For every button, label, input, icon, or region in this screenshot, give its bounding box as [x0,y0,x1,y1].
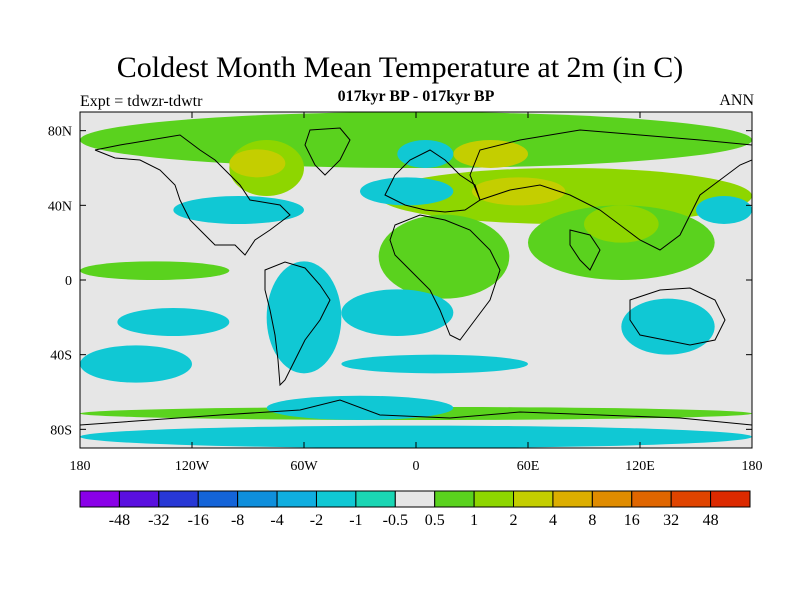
temperature-region [229,149,286,178]
temperature-region [80,345,192,383]
temperature-region [80,261,230,280]
colorbar-label: 8 [588,512,596,529]
temperature-region [453,140,528,168]
map-subtitle: 017kyr BP - 017kyr BP [337,88,495,105]
page-title: Coldest Month Mean Temperature at 2m (in… [116,51,684,84]
temperature-region [341,289,454,336]
temperature-region [472,177,566,206]
colorbar-box [591,490,633,508]
colorbar-label: -8 [231,512,244,529]
colorbar-box [79,490,120,508]
colorbar-boxes [79,490,751,508]
colorbar-label: -2 [310,512,323,529]
colorbar-label: 2 [510,512,518,529]
coastline-antarctica [80,399,752,426]
colorbar-box [473,490,515,508]
axis-ticks: 180 120W 60W 0 60E 120E 180 80N 40N 0 40S 80S [48,112,763,474]
temperature-region [341,354,528,374]
colorbar-box [631,490,672,508]
colorbar-box [552,490,593,508]
colorbar-box [434,490,475,508]
y-tick-label: 80N [48,125,72,140]
colorbar-box [315,490,357,508]
colorbar-box [670,490,712,508]
colorbar-label: 0.5 [425,512,445,529]
coastline-asia [469,129,752,251]
colorbar-label: -16 [188,512,209,529]
colorbar-label: 4 [549,512,557,529]
temperature-region [117,308,230,336]
season-label: ANN [719,92,754,109]
colorbar-box [355,490,396,508]
colorbar-box [513,490,554,508]
coastline-australia [629,287,726,346]
coastlines [80,127,752,426]
temperature-region [584,205,659,243]
x-tick-label: 180 [70,459,91,474]
colorbar-box [276,490,317,508]
x-tick-label: 120W [175,459,210,474]
temperature-region [397,140,454,168]
colorbar-box [158,490,199,508]
x-tick-label: 180 [742,459,763,474]
colorbar-label: -1 [349,512,362,529]
temperature-region [378,214,510,299]
y-tick-label: 0 [65,274,72,289]
x-tick-label: 60E [517,459,540,474]
colorbar-label: 16 [624,512,640,529]
colorbar-box [394,490,436,508]
colorbar-label: -32 [148,512,169,529]
y-tick-label: 40N [48,199,72,214]
colorbar-label: 1 [470,512,478,529]
colorbar-label: 48 [703,512,719,529]
colorbar-label: 32 [663,512,679,529]
coastline-africa [389,214,501,341]
coastline-europe [384,149,481,213]
colorbar-labels: -48 -32 -16 -8 -4 -2 -1 -0.5 0.5 1 2 4 8 16 32 48 [109,512,719,529]
colorbar-label: -4 [270,512,283,529]
temperature-region [173,196,304,224]
temperature-fields [80,112,752,448]
x-tick-label: 60W [290,459,318,474]
colorbar-box [237,490,278,508]
y-tick-label: 40S [50,349,72,364]
temperature-region [80,425,752,448]
coastline-india [569,229,601,271]
temperature-region [621,298,715,355]
y-tick-label: 80S [50,423,72,438]
temperature-region [360,177,454,206]
x-tick-label: 0 [413,459,420,474]
colorbar-box [197,490,239,508]
colorbar-label: -48 [109,512,130,529]
colorbar-box [710,490,751,508]
colorbar-label: -0.5 [383,512,408,529]
coastline-north-america [94,134,291,256]
colorbar-box [118,490,160,508]
temperature-region [696,196,752,224]
x-tick-label: 120E [625,459,655,474]
coastline-greenland [304,127,351,176]
temperature-region [528,205,715,280]
experiment-label: Expt = tdwzr-tdwtr [80,93,203,110]
coastline-south-america [264,261,331,387]
